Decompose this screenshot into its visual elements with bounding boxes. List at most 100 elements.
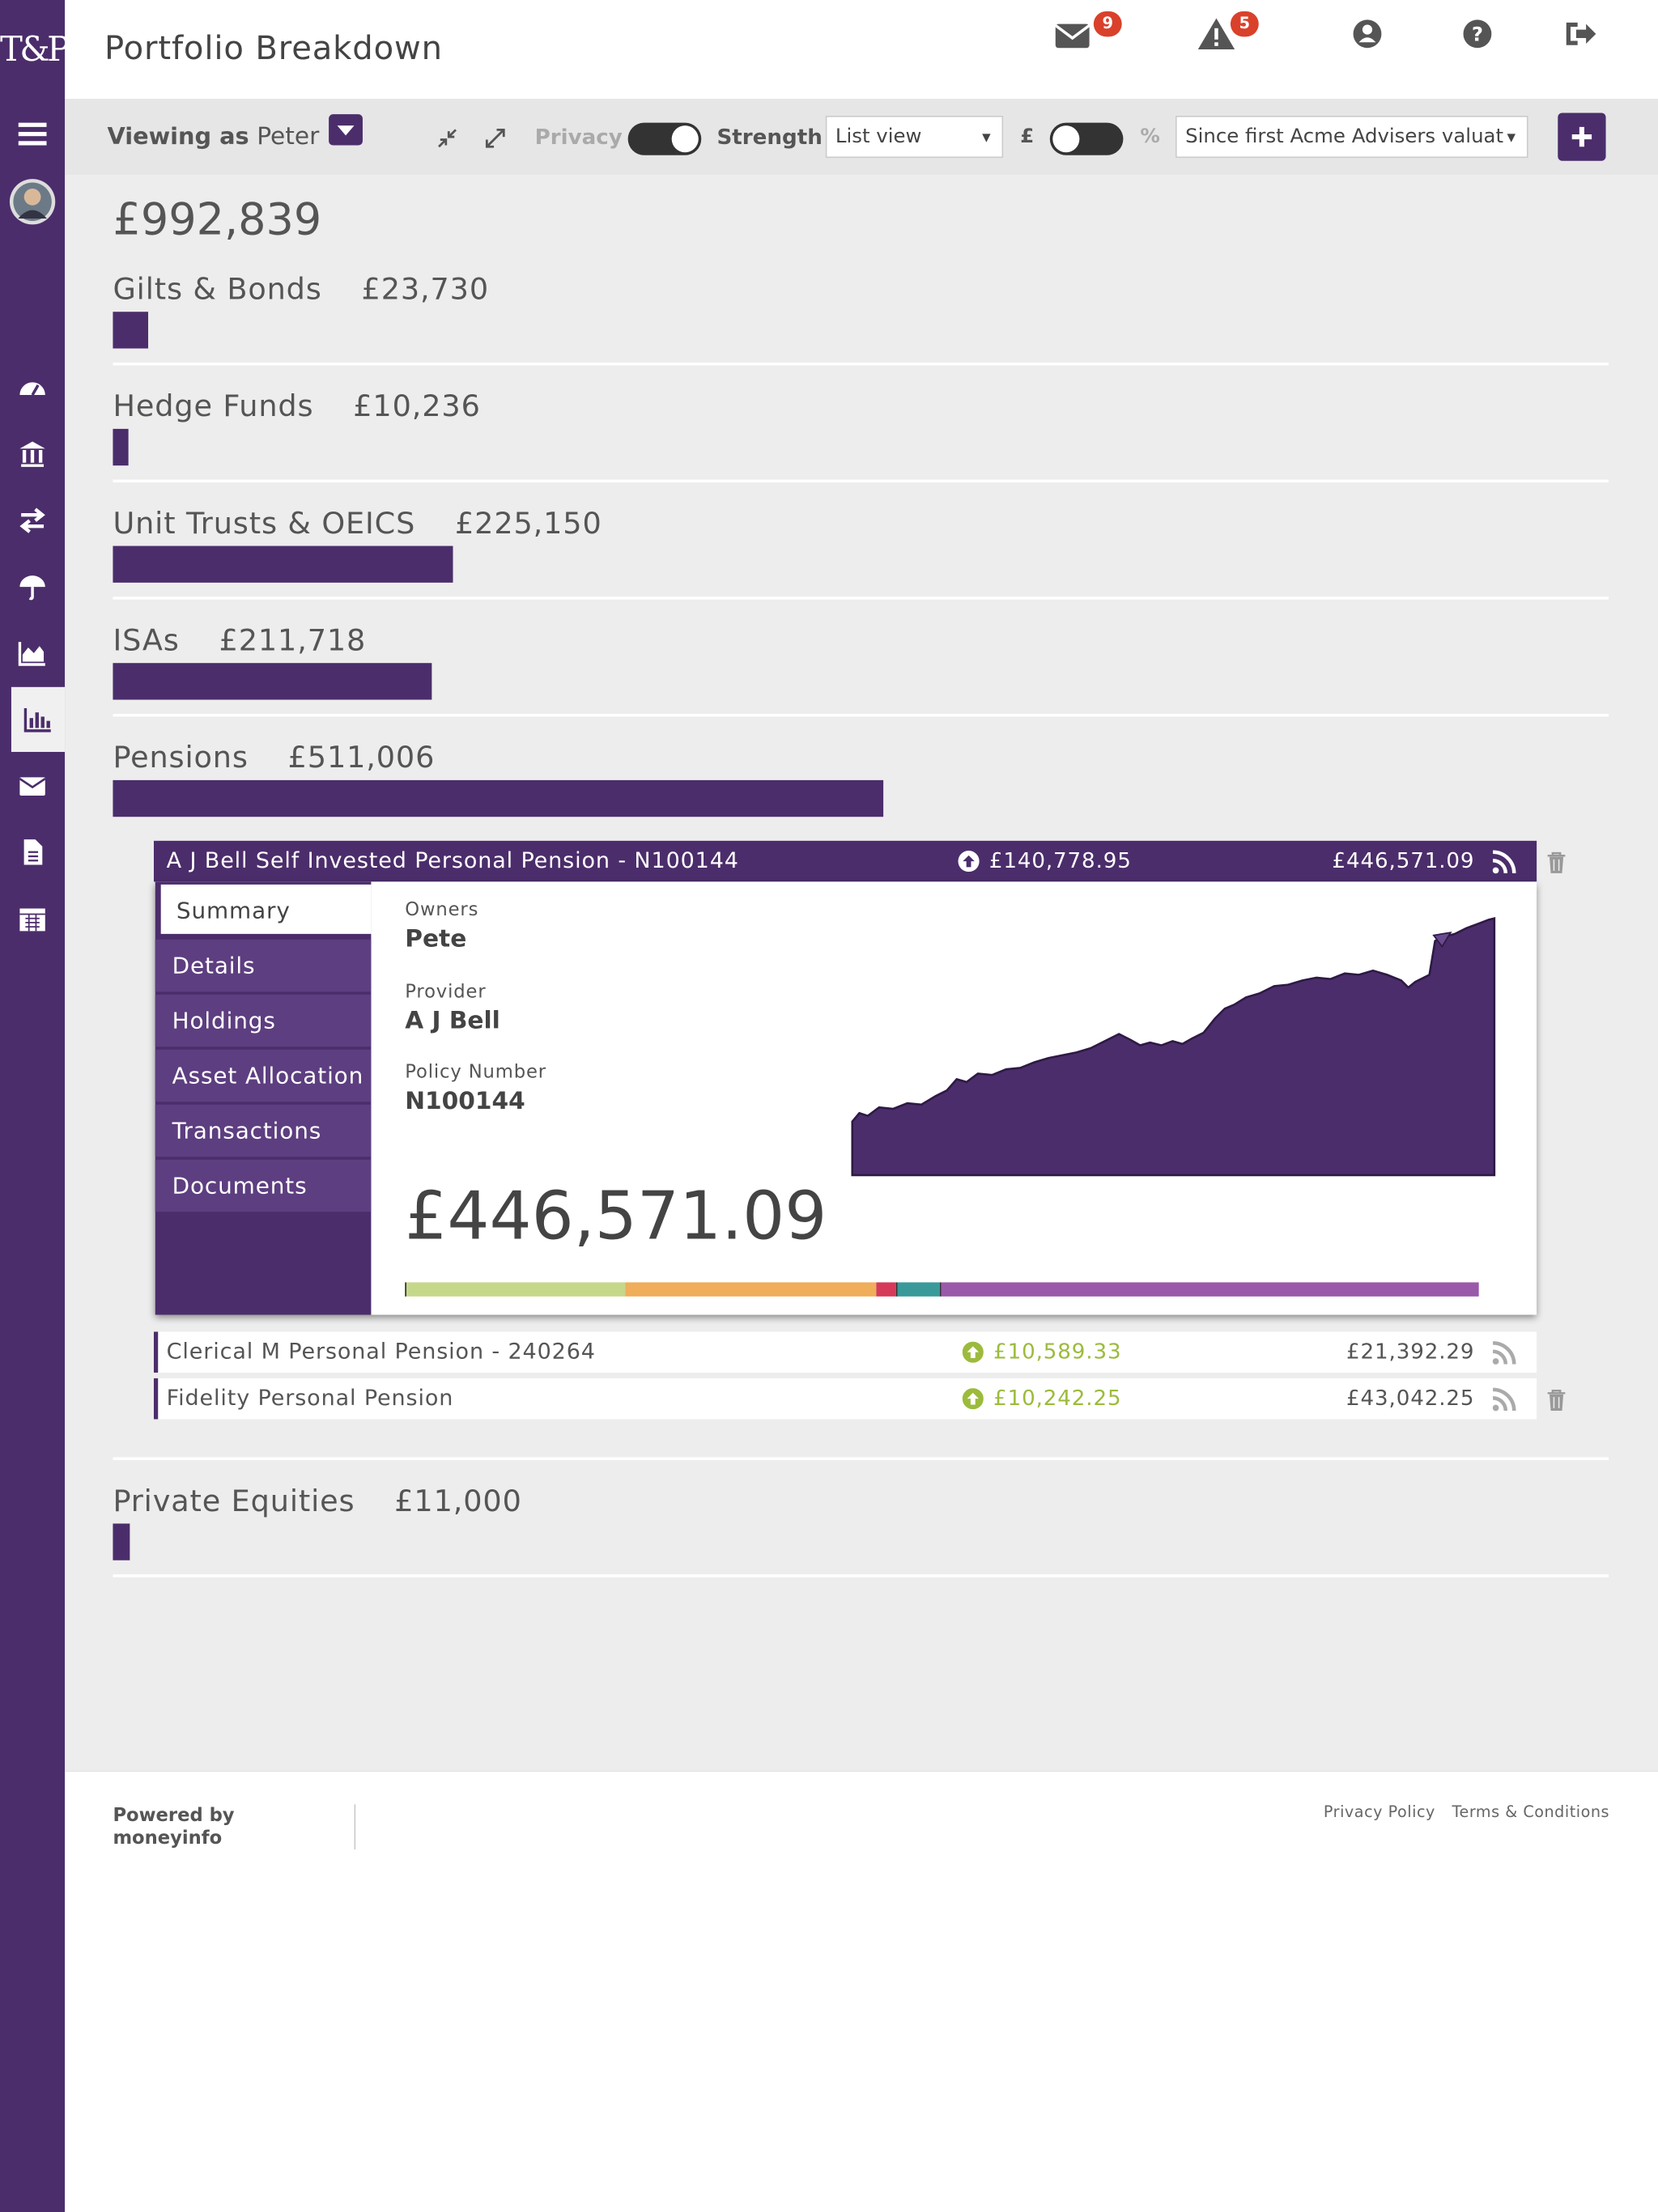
powered-by: Powered by [113, 1806, 235, 1828]
messages-icon[interactable] [1052, 14, 1095, 53]
menu-icon[interactable] [0, 106, 65, 163]
rss-shape [1492, 850, 1516, 874]
trash-shape [1553, 859, 1560, 871]
category-value: £211,718 [219, 623, 367, 658]
viewing-as-name: Peter [257, 122, 320, 151]
category-bar[interactable] [113, 546, 453, 583]
help-icon[interactable]: ? [1456, 14, 1499, 53]
category-name: Unit Trusts & OEICS [113, 506, 416, 541]
logo[interactable]: T&P [0, 29, 70, 70]
gain-shape [963, 855, 975, 868]
category: Hedge Funds £10,236 [113, 365, 1609, 483]
category-bar[interactable] [113, 312, 149, 349]
account-list: A J Bell Self Invested Personal Pension … [153, 840, 1566, 1443]
user-icon[interactable] [1346, 14, 1388, 53]
strength-label: Strength [716, 124, 823, 150]
value-history-chart [851, 917, 1496, 1177]
field-value: N100144 [405, 1087, 525, 1116]
category-bar[interactable] [113, 663, 432, 700]
viewing-as-label: Viewing as [107, 122, 249, 150]
field-label: Policy Number [405, 1062, 546, 1084]
bank-icon[interactable] [0, 426, 65, 482]
gain-shape [967, 1392, 980, 1405]
document-icon[interactable] [0, 824, 65, 881]
category-header: ISAs £211,718 [113, 621, 1609, 660]
category-bar[interactable] [113, 428, 129, 466]
viewing-as-dropdown[interactable] [329, 114, 363, 146]
allocation-segment [897, 1282, 940, 1297]
trash-icon[interactable] [1545, 1386, 1568, 1412]
trash-icon[interactable] [1545, 849, 1568, 874]
privacy-link[interactable]: Privacy Policy [1323, 1802, 1435, 1822]
page-title: Portfolio Breakdown [104, 31, 443, 68]
calendar-icon[interactable] [0, 890, 65, 947]
account-value: £446,571.09 [1332, 847, 1475, 873]
account-gain: £10,242.25 [962, 1378, 1121, 1420]
category-bar[interactable] [113, 779, 884, 817]
category-value: £225,150 [455, 506, 602, 541]
rss-shape [1492, 1341, 1516, 1365]
expand-icon[interactable] [484, 127, 507, 150]
chart-marker [1432, 931, 1452, 949]
area-chart-icon[interactable] [0, 625, 65, 681]
category-name: Gilts & Bonds [113, 272, 322, 307]
view-select[interactable]: List view [825, 115, 1004, 159]
rss-icon[interactable] [1491, 849, 1516, 874]
messages-badge: 9 [1093, 11, 1122, 37]
mail-icon[interactable] [0, 758, 65, 814]
collapse-icon[interactable] [436, 127, 459, 150]
rss-icon[interactable] [1491, 1386, 1516, 1412]
field-value: A J Bell [405, 1006, 500, 1035]
allocation-segment [625, 1282, 877, 1297]
category-bar[interactable] [113, 1523, 130, 1560]
detail-tab[interactable]: Transactions [155, 1104, 372, 1157]
transfer-icon[interactable] [0, 492, 65, 549]
allocation-segment [895, 1282, 898, 1297]
account-value: £21,392.29 [1346, 1339, 1475, 1365]
detail-tab[interactable]: Summary [160, 884, 372, 934]
dashboard-icon[interactable] [0, 359, 65, 416]
category-header: Gilts & Bonds £23,730 [113, 270, 1609, 309]
category-name: Private Equities [113, 1484, 355, 1518]
category-name: ISAs [113, 623, 180, 658]
account-row[interactable]: Clerical M Personal Pension - 240264 £10,… [153, 1331, 1537, 1373]
rss-shape [1492, 1396, 1508, 1412]
trash-shape [1550, 856, 1564, 873]
add-button[interactable] [1558, 113, 1606, 161]
field-label: Owners [405, 900, 479, 922]
rss-icon[interactable] [1491, 1340, 1516, 1365]
category-name: Hedge Funds [113, 389, 314, 423]
trash-shape [1550, 1394, 1564, 1411]
svg-text:?: ? [1472, 23, 1483, 46]
tab-column: Summary Details Holdings Asset Allocation Tr… [155, 881, 372, 1315]
account-big-value: £446,571.09 [405, 1178, 827, 1256]
logout-icon[interactable] [1561, 14, 1603, 53]
footer: Powered by moneyinfo Privacy Policy Term… [65, 1770, 1658, 2212]
bar-chart-icon-active[interactable] [11, 686, 66, 753]
account-value: £43,042.25 [1346, 1385, 1475, 1411]
detail-tab[interactable]: Asset Allocation [155, 1049, 372, 1102]
toolbar: Viewing as Peter Privacy Strength List v… [65, 99, 1658, 176]
period-select[interactable]: Since first Acme Advisers valuat [1175, 115, 1528, 159]
detail-tab[interactable]: Details [155, 939, 372, 992]
value-history-area [851, 917, 1496, 1177]
account-name: Clerical M Personal Pension - 240264 [166, 1339, 596, 1365]
category-header: Pensions £511,006 [113, 738, 1609, 778]
rss-shape [1492, 1387, 1516, 1412]
account-row[interactable]: Fidelity Personal Pension £10,242.25 £43,0… [153, 1378, 1566, 1420]
account-row[interactable]: A J Bell Self Invested Personal Pension … [153, 840, 1566, 882]
alerts-badge: 5 [1230, 11, 1259, 37]
gain-icon [962, 1388, 984, 1410]
detail-tab[interactable]: Documents [155, 1159, 372, 1212]
umbrella-icon[interactable] [0, 558, 65, 615]
detail-tab[interactable]: Holdings [155, 994, 372, 1047]
allocation-segment [876, 1282, 896, 1297]
avatar[interactable] [0, 173, 65, 230]
account-name: Fidelity Personal Pension [166, 1385, 454, 1411]
terms-link[interactable]: Terms & Conditions [1452, 1802, 1610, 1822]
currency-toggle[interactable] [1049, 122, 1124, 155]
alerts-icon[interactable] [1197, 14, 1239, 53]
privacy-toggle[interactable] [627, 122, 702, 155]
